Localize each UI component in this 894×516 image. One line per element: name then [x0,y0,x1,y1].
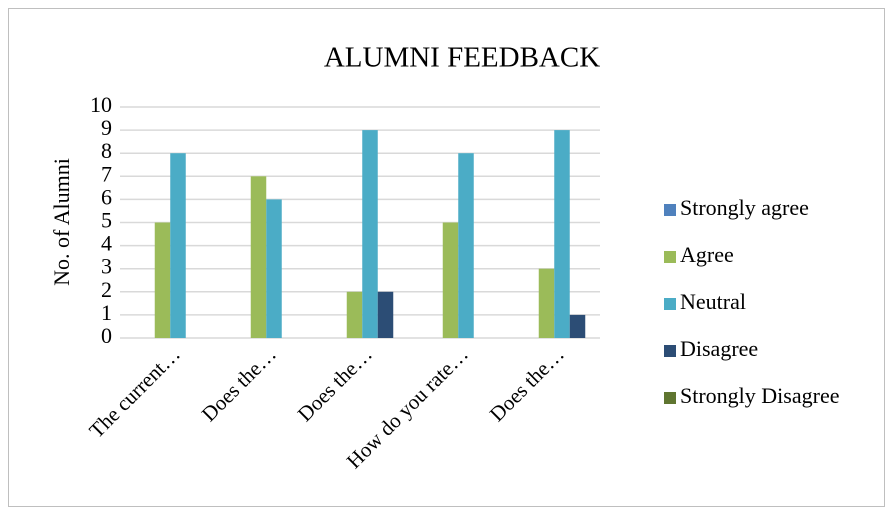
bar [554,130,570,338]
y-tick-label: 1 [101,300,112,325]
legend-swatch [664,392,676,404]
y-tick-label: 7 [101,161,112,186]
y-tick-label: 4 [101,231,112,256]
legend-swatch [664,251,676,263]
legend-label: Strongly Disagree [680,383,839,408]
bar [250,176,267,338]
y-tick-label: 0 [101,323,112,348]
legend-swatch [664,345,676,357]
legend-swatch [664,204,676,216]
bar [569,314,586,338]
legend-label: Neutral [680,289,746,314]
y-tick-label: 9 [101,115,112,140]
bar [442,222,459,338]
bar [346,291,363,338]
legend-label: Strongly agree [680,195,809,220]
bar [154,222,171,338]
y-tick-label: 6 [101,184,112,209]
legend-swatch [664,298,676,310]
legend-label: Disagree [680,336,758,361]
bar [538,268,555,338]
bar [362,130,378,338]
bar [266,199,282,338]
y-tick-label: 8 [101,138,112,163]
y-tick-label: 2 [101,277,112,302]
bar [377,291,394,338]
chart-title: ALUMNI FEEDBACK [324,42,600,74]
y-tick-label: 3 [101,254,112,279]
y-axis-label: No. of Alumni [49,158,74,286]
bar [458,153,474,338]
bar [170,153,186,338]
y-tick-label: 5 [101,208,112,233]
legend-label: Agree [680,242,734,267]
y-tick-label: 10 [90,92,112,117]
